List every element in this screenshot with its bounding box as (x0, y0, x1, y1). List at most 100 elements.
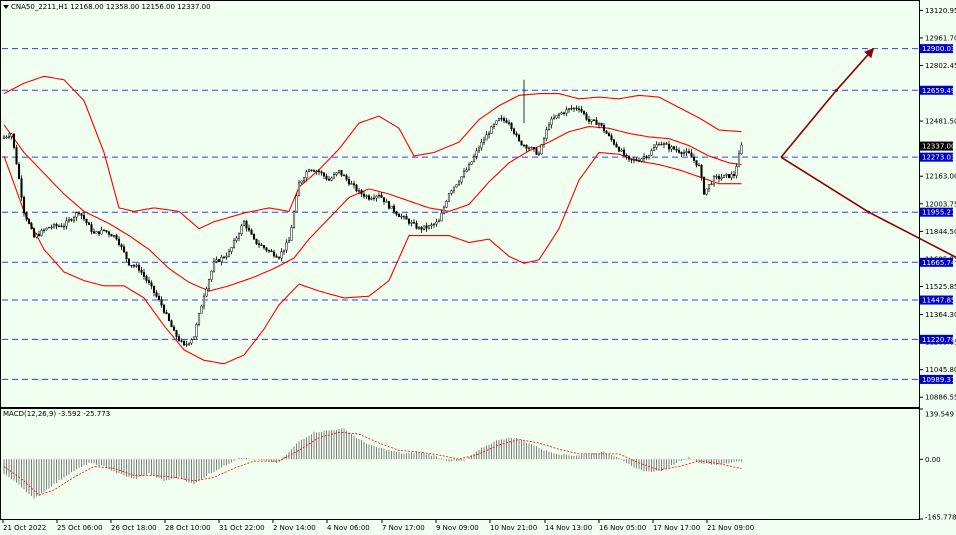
time-tick-label: 17 Nov 17:00 (653, 524, 700, 532)
macd-header: MACD(12,26,9) -3.592 -25.773 (3, 410, 110, 418)
candle-body (162, 304, 166, 313)
candle-body (15, 147, 18, 165)
candle-body (712, 176, 716, 185)
candle-body (25, 212, 28, 220)
candle-body (52, 224, 56, 228)
candle-body (542, 138, 546, 145)
candle-body (107, 231, 111, 235)
candle-body (152, 285, 156, 293)
candle-body (340, 170, 343, 176)
candle-body (552, 117, 556, 120)
candle-body (115, 235, 118, 240)
candle-body (602, 125, 606, 132)
candle-body (247, 227, 251, 231)
candle-body (280, 251, 283, 259)
candle-body (582, 111, 586, 115)
candle-body (40, 230, 43, 237)
candle-body (360, 190, 363, 195)
candle-body (230, 247, 233, 252)
candle-body (417, 227, 421, 229)
candle-body (562, 112, 566, 114)
candle-body (170, 320, 173, 328)
price-tick-label: 12481.50 (925, 118, 956, 126)
candle-body (532, 147, 536, 149)
candle-body (310, 169, 313, 171)
candle-body (410, 222, 413, 224)
candle-body (212, 261, 216, 272)
candle-body (495, 120, 498, 125)
candle-body (652, 147, 656, 151)
candle-body (335, 172, 338, 175)
candle-body (485, 134, 488, 141)
candle-body (200, 305, 203, 314)
candle-body (287, 240, 291, 243)
candle-body (412, 222, 416, 224)
candle-body (320, 171, 323, 174)
candle-body (90, 224, 93, 232)
candle-body (557, 113, 561, 116)
bollinger-bands (3, 75, 742, 365)
bollinger-upper-band (3, 75, 742, 230)
candle-body (135, 265, 138, 267)
candle-body (192, 336, 196, 340)
candle-body (452, 186, 456, 192)
panel-collapse-triangle-icon[interactable] (3, 5, 9, 9)
candle-body (525, 144, 528, 149)
price-tick-label: 12003.75 (925, 200, 956, 208)
candle-body (672, 146, 676, 150)
candle-body (397, 214, 401, 217)
candle-body (670, 146, 673, 150)
candle-body (405, 216, 408, 220)
candle-body (467, 164, 471, 171)
candle-body (7, 136, 11, 138)
candle-body (292, 211, 296, 228)
candle-body (37, 234, 41, 237)
candle-body (462, 171, 466, 177)
candle-body (147, 280, 151, 284)
candle-body (155, 292, 158, 297)
candle-body (445, 201, 448, 208)
candle-body (475, 150, 478, 157)
candle-body (315, 170, 318, 173)
candle-body (550, 118, 553, 126)
candle-body (215, 259, 218, 262)
macd-tick-label: 0.00 (925, 456, 941, 464)
candle-body (535, 148, 538, 155)
candle-body (10, 133, 13, 137)
bollinger-middle-band (3, 124, 742, 292)
candle-body (227, 251, 231, 257)
candle-body (510, 122, 513, 130)
level-tag-label: 11955.21 (922, 209, 955, 217)
candle-body (450, 190, 453, 194)
price-tick-label: 12802.45 (925, 62, 956, 70)
candle-body (560, 112, 563, 115)
candle-body (252, 234, 256, 240)
level-tag (920, 257, 953, 267)
price-tick-label: 11364.30 (925, 311, 956, 319)
time-tick-label: 7 Nov 17:00 (382, 524, 425, 532)
candle-body (547, 124, 551, 130)
candle-body (690, 152, 693, 158)
candle-body (77, 212, 81, 214)
candle-body (235, 237, 238, 241)
candle-body (625, 154, 628, 157)
candle-body (275, 255, 278, 258)
candle-body (355, 184, 358, 192)
price-tick-label: 10886.55 (925, 394, 956, 402)
candle-body (150, 282, 153, 287)
candle-body (627, 155, 631, 160)
candle-body (440, 212, 443, 222)
candle-body (72, 217, 76, 221)
candle-body (45, 227, 48, 231)
candle-body (540, 144, 543, 155)
candle-body (137, 265, 141, 271)
candle-body (427, 225, 431, 229)
time-tick-label: 10 Nov 21:00 (490, 524, 537, 532)
candle-body (50, 226, 53, 229)
candle-body (490, 126, 493, 134)
time-tick-label: 14 Nov 13:00 (545, 524, 592, 532)
candle-body (5, 136, 8, 138)
level-tag-label: 11220.78 (922, 336, 955, 344)
macd-panel-frame (0, 408, 920, 520)
candle-body (250, 229, 253, 235)
